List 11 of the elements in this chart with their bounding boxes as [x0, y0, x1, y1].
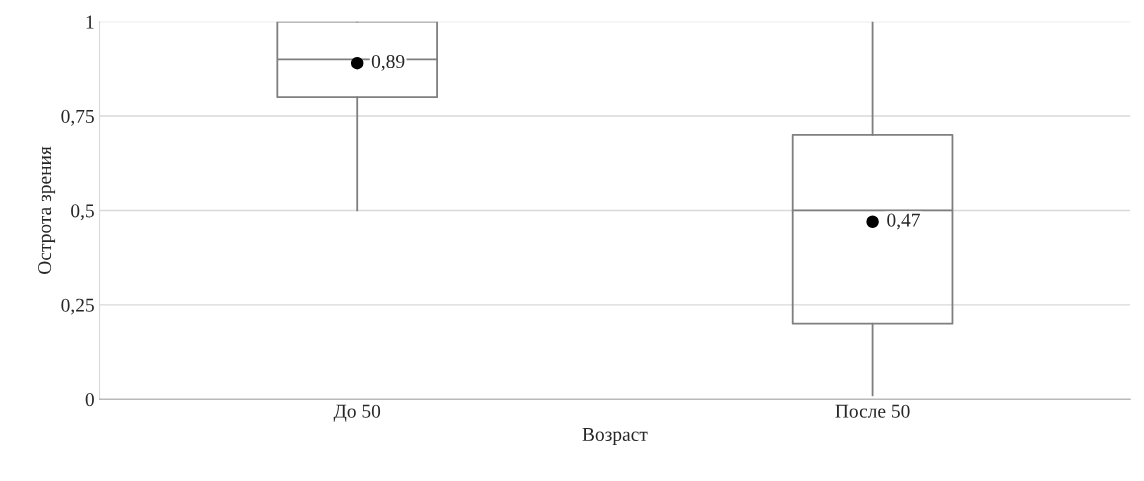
y-tick-label: 0,5 — [71, 204, 94, 221]
x-axis-title: Возраст — [582, 428, 648, 445]
y-tick-label: 0,25 — [61, 298, 94, 315]
x-tick-label: После 50 — [835, 404, 910, 418]
annotation: 0,47 — [887, 213, 920, 230]
annotation: 0,89 — [371, 54, 405, 71]
y-tick-label: 0 — [85, 393, 94, 407]
x-tick-label: До 50 — [333, 404, 381, 422]
y-axis-title: Острота зрения — [38, 146, 56, 274]
y-tick-label: 0,75 — [61, 109, 94, 126]
y-tick-label: 1 — [86, 15, 94, 29]
